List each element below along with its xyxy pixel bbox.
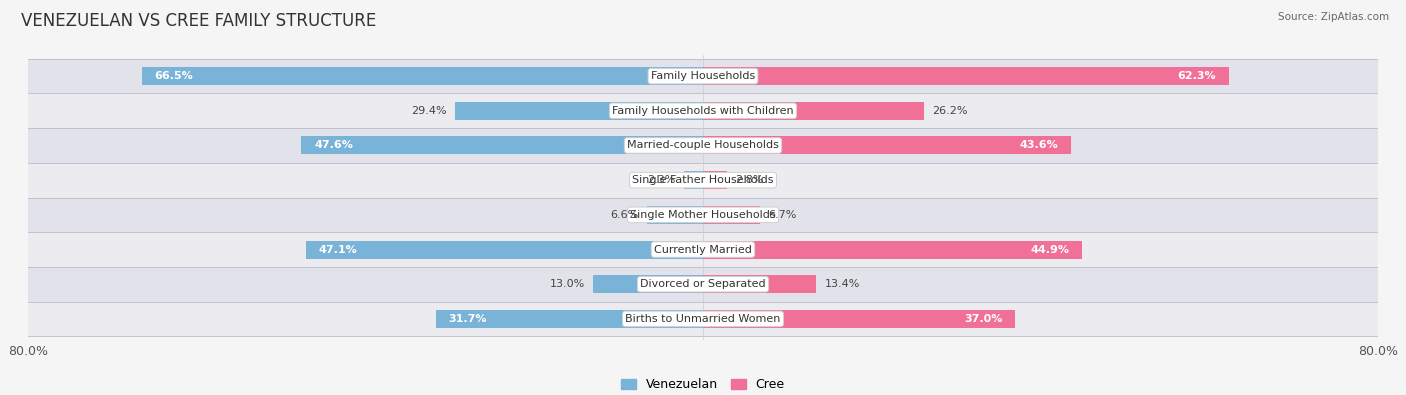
Text: Divorced or Separated: Divorced or Separated — [640, 279, 766, 289]
Text: Family Households: Family Households — [651, 71, 755, 81]
Bar — [436, 310, 703, 328]
Bar — [703, 206, 759, 224]
Text: Source: ZipAtlas.com: Source: ZipAtlas.com — [1278, 12, 1389, 22]
Text: 29.4%: 29.4% — [411, 106, 447, 116]
Text: Single Father Households: Single Father Households — [633, 175, 773, 185]
Text: Married-couple Households: Married-couple Households — [627, 141, 779, 150]
Bar — [703, 241, 1081, 259]
Text: 26.2%: 26.2% — [932, 106, 967, 116]
Bar — [703, 67, 1229, 85]
Text: 6.6%: 6.6% — [610, 210, 638, 220]
Bar — [28, 163, 1378, 198]
Text: VENEZUELAN VS CREE FAMILY STRUCTURE: VENEZUELAN VS CREE FAMILY STRUCTURE — [21, 12, 377, 30]
Bar — [703, 136, 1071, 154]
Text: Births to Unmarried Women: Births to Unmarried Women — [626, 314, 780, 324]
Text: 66.5%: 66.5% — [155, 71, 194, 81]
Bar — [703, 102, 924, 120]
Bar — [703, 310, 1015, 328]
Text: Currently Married: Currently Married — [654, 245, 752, 254]
Bar — [305, 241, 703, 259]
Bar — [683, 171, 703, 189]
Text: 13.0%: 13.0% — [550, 279, 585, 289]
Text: 2.8%: 2.8% — [735, 175, 763, 185]
Bar — [647, 206, 703, 224]
Text: 13.4%: 13.4% — [824, 279, 860, 289]
Bar — [28, 301, 1378, 336]
Bar — [28, 198, 1378, 232]
Bar — [28, 232, 1378, 267]
Bar — [28, 94, 1378, 128]
Legend: Venezuelan, Cree: Venezuelan, Cree — [616, 373, 790, 395]
Text: Family Households with Children: Family Households with Children — [612, 106, 794, 116]
Text: 44.9%: 44.9% — [1031, 245, 1069, 254]
Bar — [28, 267, 1378, 301]
Text: 47.6%: 47.6% — [314, 141, 353, 150]
Bar — [703, 275, 815, 293]
Bar — [703, 171, 727, 189]
Text: 47.1%: 47.1% — [318, 245, 357, 254]
Text: 6.7%: 6.7% — [768, 210, 796, 220]
Bar — [142, 67, 703, 85]
Bar — [301, 136, 703, 154]
Text: 37.0%: 37.0% — [965, 314, 1002, 324]
Text: 2.3%: 2.3% — [647, 175, 675, 185]
Bar — [28, 128, 1378, 163]
Text: 43.6%: 43.6% — [1019, 141, 1059, 150]
Text: 62.3%: 62.3% — [1177, 71, 1216, 81]
Text: Single Mother Households: Single Mother Households — [630, 210, 776, 220]
Bar — [28, 59, 1378, 94]
Text: 31.7%: 31.7% — [449, 314, 486, 324]
Bar — [593, 275, 703, 293]
Bar — [456, 102, 703, 120]
